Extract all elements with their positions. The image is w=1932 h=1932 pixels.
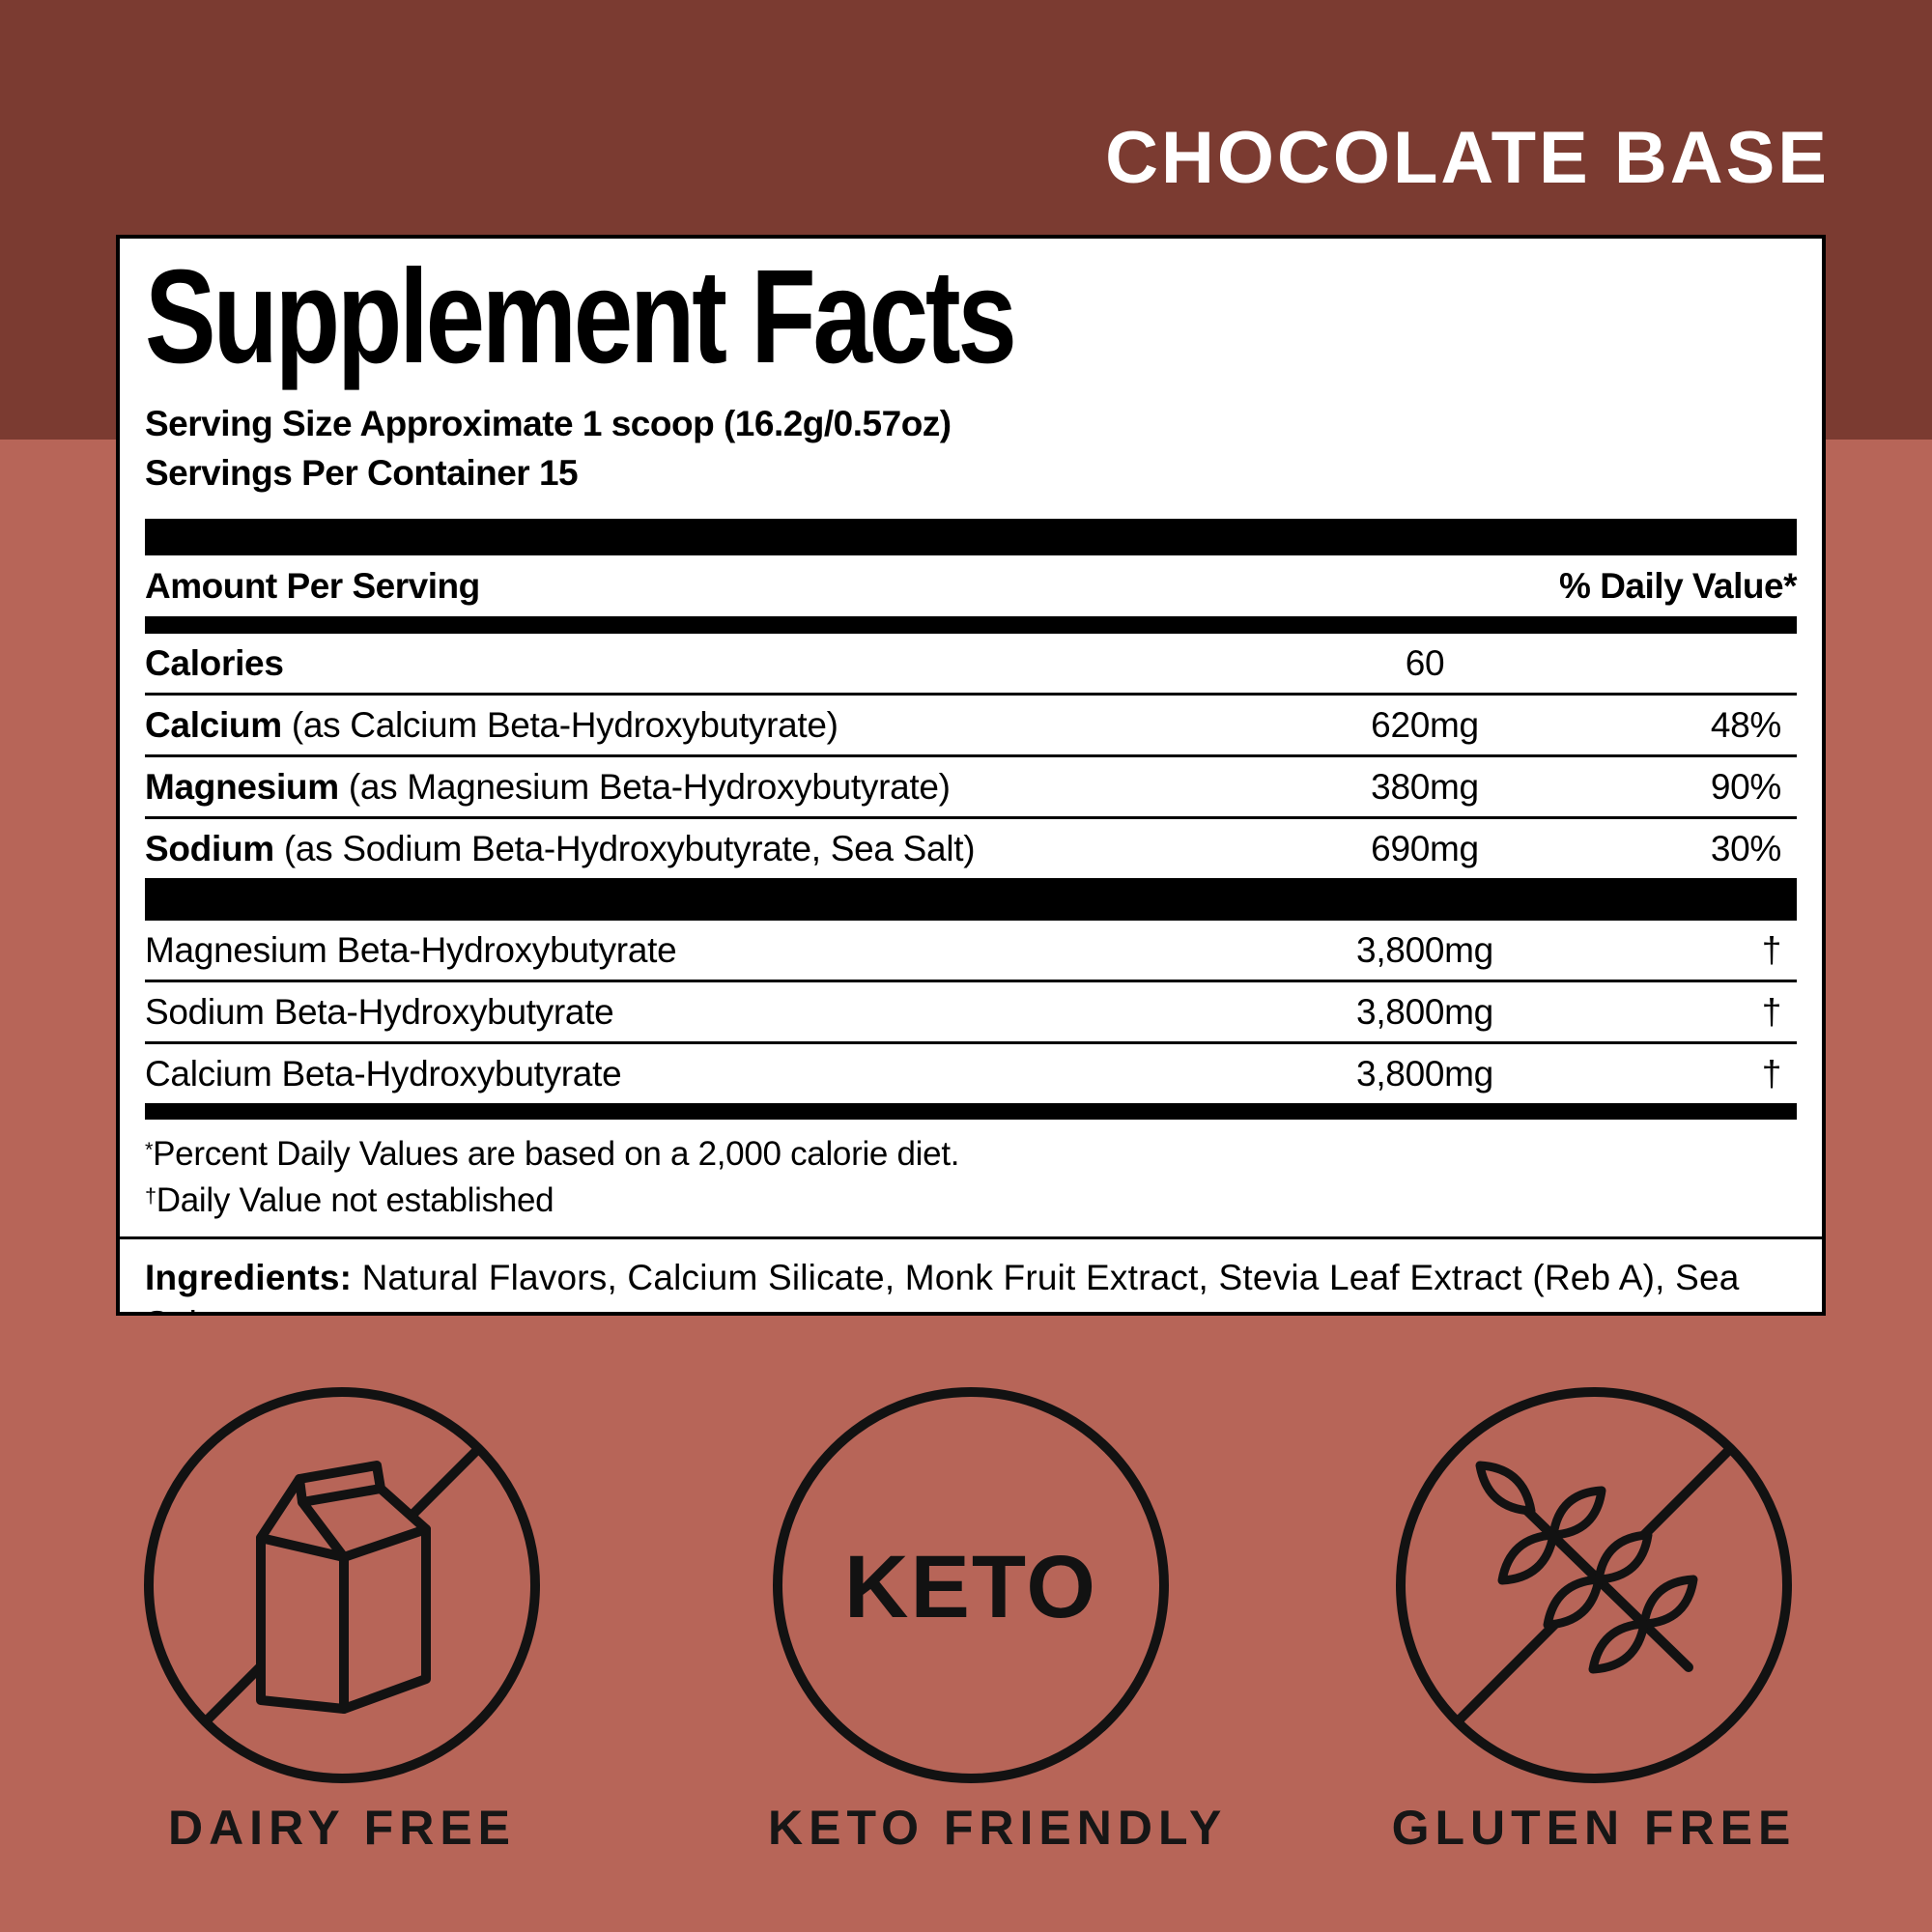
nutrient-amount: 60 [1405,642,1445,683]
compound-dv-dagger: † [1761,1053,1782,1094]
magnesium-bhb-row: Magnesium Beta-Hydroxybutyrate 3,800mg † [145,921,1797,983]
badge-gluten-free: GLUTEN FREE [1391,1382,1797,1856]
footnote-marker: * [145,1136,154,1161]
nutrient-name-bold: Calories [145,642,284,683]
nutrient-name-bold: Magnesium [145,766,339,807]
divider-bar-top [145,519,1797,556]
nutrient-name-detail: (as Sodium Beta-Hydroxybutyrate, Sea Sal… [273,828,976,868]
ingredients-line: Ingredients: Natural Flavors, Calcium Si… [145,1239,1797,1312]
badge-label: KETO FRIENDLY [768,1801,1228,1855]
nutrient-name: Magnesium (as Magnesium Beta-Hydroxybuty… [145,767,1265,808]
nutrient-name: Sodium (as Sodium Beta-Hydroxybutyrate, … [145,829,1265,869]
badge-keto-friendly: KETO KETO FRIENDLY [768,1382,1228,1856]
compound-amount: 3,800mg [1356,991,1493,1032]
calcium-bhb-row: Calcium Beta-Hydroxybutyrate 3,800mg † [145,1044,1797,1103]
keto-icon: KETO [773,1387,1169,1783]
panel-title: Supplement Facts [145,242,1017,391]
divider-bar-header [145,616,1797,635]
nutrient-amount: 380mg [1371,766,1479,807]
ingredients-separator [120,1236,1822,1240]
servings-per-container: Servings Per Container 15 [145,453,579,494]
magnesium-row: Magnesium (as Magnesium Beta-Hydroxybuty… [145,757,1797,820]
supplement-facts-panel: Supplement Facts Serving Size Approximat… [116,235,1826,1316]
compound-name: Calcium Beta-Hydroxybutyrate [145,1053,622,1094]
divider-bar-bottom [145,1103,1797,1121]
nutrient-name: Calcium (as Calcium Beta-Hydroxybutyrate… [145,705,1265,746]
no-dairy-icon [144,1387,540,1783]
footnote-text: Daily Value not established [156,1180,554,1219]
compound-amount: 3,800mg [1356,1053,1493,1094]
footnote-dv-not-established: †Daily Value not established [145,1178,1797,1224]
nutrient-dv: 30% [1710,828,1781,868]
badge-dairy-free: DAIRY FREE [139,1382,545,1856]
flavor-banner: CHOCOLATE BASE [1105,117,1830,199]
nutrient-name-detail: (as Magnesium Beta-Hydroxybutyrate) [338,766,951,807]
footnotes: *Percent Daily Values are based on a 2,0… [145,1120,1797,1231]
compound-name: Magnesium Beta-Hydroxybutyrate [145,929,677,970]
ingredients-label: Ingredients: [145,1258,353,1298]
nutrient-name-detail: (as Calcium Beta-Hydroxybutyrate) [281,704,838,745]
nutrient-amount: 620mg [1371,704,1479,745]
compound-name: Sodium Beta-Hydroxybutyrate [145,991,614,1032]
amount-per-serving-header: Amount Per Serving [145,566,480,607]
footnote-marker: † [145,1182,156,1208]
ingredients-text: Natural Flavors, Calcium Silicate, Monk … [145,1258,1740,1312]
compound-dv-dagger: † [1761,991,1782,1032]
nutrient-name: Calories [145,643,1265,684]
badge-label: GLUTEN FREE [1391,1801,1797,1855]
no-gluten-icon [1396,1387,1792,1783]
footnote-text: Percent Daily Values are based on a 2,00… [153,1135,960,1174]
nutrient-name-bold: Calcium [145,704,282,745]
sodium-row: Sodium (as Sodium Beta-Hydroxybutyrate, … [145,819,1797,878]
table-header-row: Amount Per Serving % Daily Value* [145,555,1797,616]
nutrient-amount: 690mg [1371,828,1479,868]
compound-amount: 3,800mg [1356,929,1493,970]
badge-label: DAIRY FREE [167,1801,517,1855]
daily-value-header: % Daily Value* [1559,566,1797,607]
keto-icon-text: KETO [844,1538,1097,1636]
nutrient-dv: 48% [1710,704,1781,745]
calories-row: Calories 60 [145,634,1797,696]
nutrient-name-bold: Sodium [145,828,274,868]
calcium-row: Calcium (as Calcium Beta-Hydroxybutyrate… [145,696,1797,758]
footnote-daily-values: *Percent Daily Values are based on a 2,0… [145,1131,1797,1178]
compound-dv-dagger: † [1761,929,1782,970]
nutrient-dv: 90% [1710,766,1781,807]
sodium-bhb-row: Sodium Beta-Hydroxybutyrate 3,800mg † [145,982,1797,1045]
serving-size: Serving Size Approximate 1 scoop (16.2g/… [145,404,952,443]
divider-bar-middle [145,878,1797,922]
